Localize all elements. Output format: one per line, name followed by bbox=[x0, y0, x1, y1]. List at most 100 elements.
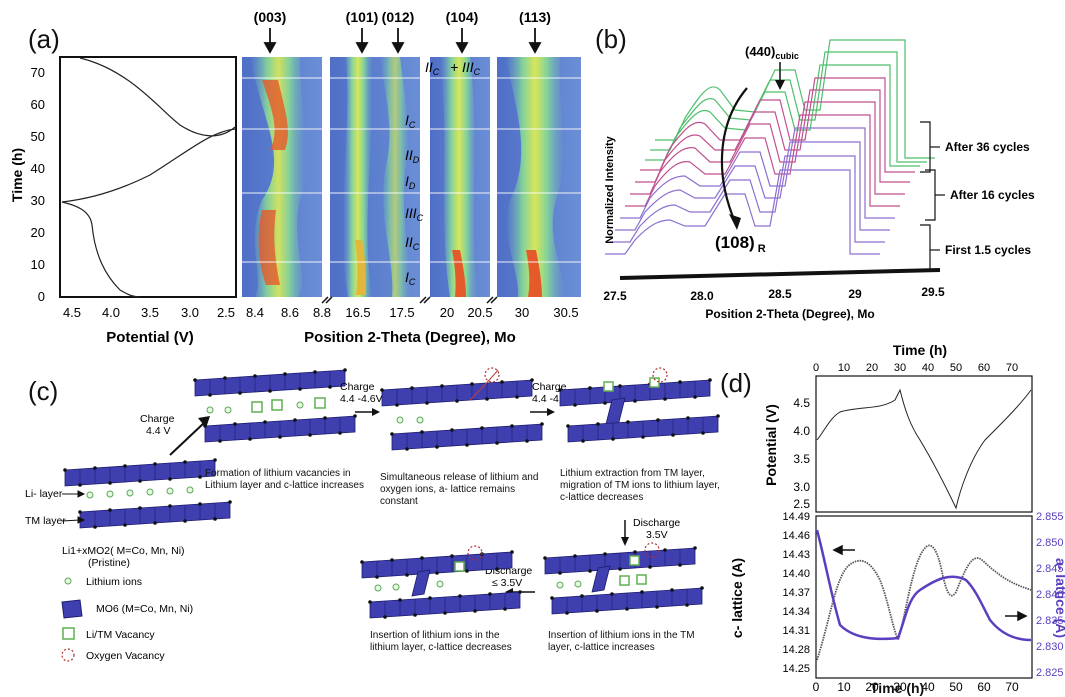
time-tick-10: 10 bbox=[31, 257, 45, 272]
peak-113: (113) bbox=[519, 9, 551, 25]
stage-label-ID: ID bbox=[405, 173, 416, 191]
stage-label-IC-mid: IC bbox=[405, 112, 416, 130]
b-tick-28.0: 28.0 bbox=[690, 289, 714, 303]
d-pot-tick-4.5: 4.5 bbox=[793, 396, 810, 410]
peak-003: (003) bbox=[254, 9, 287, 25]
b-tick-29: 29 bbox=[848, 287, 862, 301]
tm-layer-label: TM layer bbox=[25, 515, 66, 527]
d-c-tick-14.43: 14.43 bbox=[782, 549, 810, 561]
li-layer-label: Li- layer bbox=[25, 488, 63, 500]
step5-structure bbox=[359, 545, 523, 620]
panel-label-d: (d) bbox=[720, 368, 752, 398]
potential-plot-frame bbox=[59, 56, 237, 298]
d-potential-frame bbox=[815, 375, 1033, 513]
b-tick-28.5: 28.5 bbox=[768, 287, 792, 301]
potential-curve bbox=[79, 57, 236, 137]
panel-d-figure: Time (h) 0 10 20 30 40 50 60 70 4.5 4.0 … bbox=[729, 342, 1065, 694]
d-top-tick-20: 20 bbox=[866, 362, 878, 374]
stage-label-IIC-low: IIC bbox=[405, 234, 420, 252]
axis-break-marks bbox=[321, 296, 498, 304]
discharge-1-label: Discharge bbox=[633, 517, 680, 529]
time-tick-60: 60 bbox=[31, 97, 45, 112]
b-tick-27.5: 27.5 bbox=[603, 289, 627, 303]
pot-tick-2.5: 2.5 bbox=[217, 305, 235, 320]
d-top-tick-60: 60 bbox=[978, 362, 990, 374]
d-bot-tick-50: 50 bbox=[949, 680, 963, 694]
d-top-tick-40: 40 bbox=[922, 362, 934, 374]
curved-arrow bbox=[720, 87, 748, 223]
panel-b-x-axis bbox=[619, 268, 941, 280]
d-c-tick-14.34: 14.34 bbox=[782, 606, 810, 618]
d-top-tick-50: 50 bbox=[950, 362, 962, 374]
peak-arrows bbox=[263, 28, 542, 54]
legend-mo6: MO6 (M=Co, Mn, Ni) bbox=[96, 603, 193, 615]
time-tick-0: 0 bbox=[38, 289, 45, 304]
stage-label-IIIC: IIIC bbox=[405, 205, 424, 223]
xrd-spectra-stack bbox=[605, 39, 935, 255]
stage-label-IID: IID bbox=[405, 147, 420, 165]
pristine-label: (Pristine) bbox=[88, 557, 130, 569]
d-top-tick-10: 10 bbox=[838, 362, 850, 374]
peak-101: (101) bbox=[346, 9, 379, 25]
discharge-2-voltage: ≤ 3.5V bbox=[492, 577, 522, 589]
d-top-tick-30: 30 bbox=[894, 362, 906, 374]
tt-tick-30.5: 30.5 bbox=[553, 305, 578, 320]
d-bot-tick-60: 60 bbox=[977, 680, 991, 694]
cycle-brackets bbox=[920, 121, 945, 271]
tt-tick-17.5: 17.5 bbox=[389, 305, 414, 320]
two-theta-axis-label: Position 2-Theta (Degree), Mo bbox=[304, 329, 516, 346]
peak-108-label: (108) R bbox=[715, 233, 766, 255]
arrow-charge-3 bbox=[547, 408, 555, 416]
panel-b-figure: (440)cubic (108) R After 36 cycles After … bbox=[603, 39, 1035, 321]
step2-caption: Simultaneous release of lithium and oxyg… bbox=[380, 472, 539, 507]
panel-c-figure: Li- layer TM layer Li1+xMO2( M=Co, Mn, N… bbox=[25, 367, 720, 662]
d-a-tick-2.840: 2.840 bbox=[1036, 589, 1064, 601]
d-top-tick-0: 0 bbox=[813, 362, 819, 374]
peak-012: (012) bbox=[382, 9, 415, 25]
peak-104: (104) bbox=[446, 9, 479, 25]
b-tick-29.5: 29.5 bbox=[921, 285, 945, 299]
panel-c-legend: Lithium ions MO6 (M=Co, Mn, Ni) Li/TM Va… bbox=[61, 576, 193, 662]
pristine-formula: Li1+xMO2( M=Co, Mn, Ni) bbox=[62, 545, 185, 557]
stage-label-IC-low: IC bbox=[405, 269, 416, 287]
step4-structure bbox=[542, 542, 705, 616]
time-tick-50: 50 bbox=[31, 129, 45, 144]
group-after-36: After 36 cycles bbox=[945, 140, 1030, 154]
tt-tick-20: 20 bbox=[440, 305, 454, 320]
arrow-charge-2 bbox=[372, 408, 380, 416]
charge-3-label: Charge bbox=[532, 381, 567, 393]
d-pot-tick-3.5: 3.5 bbox=[793, 452, 810, 466]
stage-label-IIIC-top: IIIC bbox=[462, 59, 481, 77]
tt-tick-16.5: 16.5 bbox=[345, 305, 370, 320]
charge-1-voltage: 4.4 V bbox=[146, 425, 171, 437]
panel-a-figure: 0 10 20 30 40 50 60 70 Time (h) 4.5 4.0 … bbox=[9, 9, 581, 346]
xrd-heatmap bbox=[242, 57, 581, 297]
d-bot-tick-40: 40 bbox=[921, 680, 935, 694]
d-c-tick-14.25: 14.25 bbox=[782, 663, 810, 675]
tt-tick-8.8: 8.8 bbox=[313, 305, 331, 320]
d-bot-tick-30: 30 bbox=[893, 680, 907, 694]
panel-b-y-label: Normalized Intensity bbox=[604, 135, 616, 243]
step2-structure bbox=[379, 367, 545, 452]
stage-plus: + bbox=[450, 59, 458, 75]
d-c-tick-14.31: 14.31 bbox=[782, 625, 810, 637]
panel-b-x-label: Position 2-Theta (Degree), Mo bbox=[705, 307, 874, 321]
d-c-tick-14.40: 14.40 bbox=[782, 568, 810, 580]
legend-lithium: Lithium ions bbox=[86, 576, 142, 588]
step1-structure bbox=[192, 367, 358, 444]
d-a-tick-2.830: 2.830 bbox=[1036, 641, 1064, 653]
d-potential-curve bbox=[816, 388, 1032, 510]
d-top-tick-70: 70 bbox=[1006, 362, 1018, 374]
charge-2-voltage: 4.4 -4.6V* bbox=[340, 393, 387, 405]
time-tick-30: 30 bbox=[31, 193, 45, 208]
d-c-tick-14.49: 14.49 bbox=[782, 511, 810, 523]
d-top-axis-label: Time (h) bbox=[893, 342, 947, 358]
panel-label-c: (c) bbox=[28, 376, 59, 406]
d-c-tick-14.28: 14.28 bbox=[782, 644, 810, 656]
tt-tick-8.6: 8.6 bbox=[281, 305, 299, 320]
charge-2-label: Charge bbox=[340, 381, 375, 393]
d-a-tick-2.845: 2.845 bbox=[1036, 563, 1064, 575]
d-c-tick-14.46: 14.46 bbox=[782, 530, 810, 542]
time-tick-70: 70 bbox=[31, 65, 45, 80]
step3-structure bbox=[557, 367, 720, 444]
